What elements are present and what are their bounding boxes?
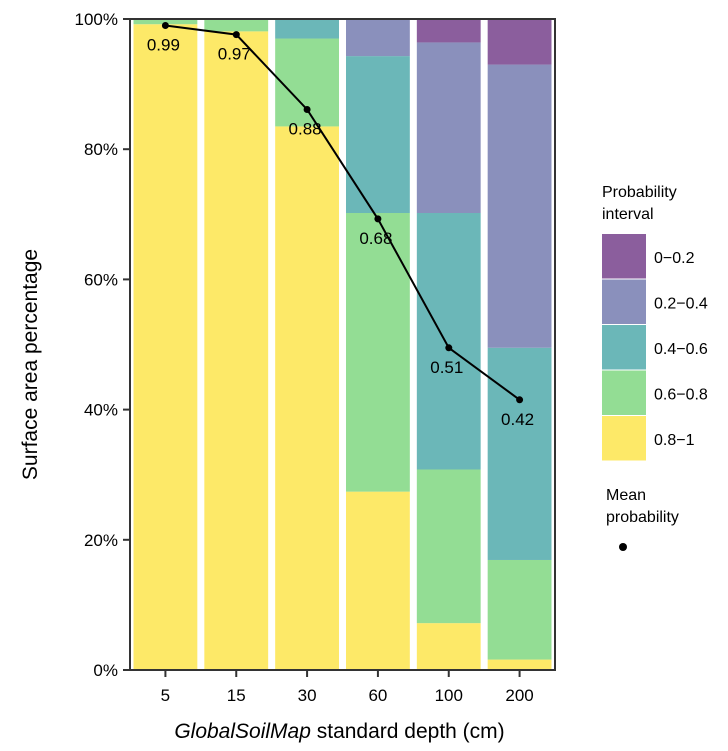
- bar-segment: [346, 56, 410, 213]
- bar-segment: [487, 19, 552, 65]
- legend-key-label: 0.4−0.6: [654, 341, 708, 358]
- bar-segment: [346, 491, 410, 670]
- bar-segment: [275, 19, 339, 39]
- x-tick-label: 100: [435, 686, 463, 705]
- bar-segment: [346, 19, 410, 57]
- bar-segment: [416, 469, 481, 624]
- legend-key-swatch: [602, 325, 646, 370]
- legend-key-swatch: [602, 416, 646, 461]
- mean-point: [374, 215, 382, 223]
- y-tick-label: 20%: [84, 531, 118, 550]
- legend-key-label: 0.2−0.4: [654, 295, 708, 312]
- legend-mean-point: [619, 543, 627, 551]
- mean-value-label: 0.88: [289, 120, 322, 139]
- bar-segment: [487, 559, 552, 660]
- mean-point: [161, 22, 169, 29]
- x-tick-label: 30: [298, 686, 317, 705]
- mean-value-label: 0.68: [359, 229, 392, 248]
- bar-segment: [275, 38, 339, 127]
- x-axis-title-italic: GlobalSoilMap: [174, 720, 311, 743]
- y-tick-label: 40%: [84, 401, 118, 420]
- legend: Probability interval 0−0.2 0.2−0.4 0.4−0.6 0.…: [602, 184, 708, 551]
- bar-segment: [487, 347, 552, 560]
- mean-line-layer: 0.99 0.97 0.88 0.68 0.51 0.42: [147, 22, 534, 429]
- bar-segment: [487, 659, 552, 670]
- x-tick-label: 200: [505, 686, 533, 705]
- mean-point: [303, 106, 311, 113]
- axis-layer: 0% 20% 40% 60% 80% 100% 5 15 30 60 100 200 Surface a…: [19, 10, 534, 743]
- bar-segment: [133, 19, 198, 25]
- y-tick-label: 60%: [84, 270, 118, 289]
- legend-key-label: 0.6−0.8: [654, 386, 708, 403]
- x-axis-title: GlobalSoilMap standard depth (cm): [174, 720, 504, 743]
- bar-segment: [133, 24, 198, 670]
- bar-segment: [346, 213, 410, 492]
- legend-title-line1: Probability: [602, 184, 677, 201]
- bar-segment: [204, 19, 269, 32]
- plot-frame: [129, 18, 556, 671]
- legend-key-swatch: [602, 234, 646, 279]
- legend-key-swatch: [602, 370, 646, 415]
- legend-mean-title-line1: Mean: [606, 487, 646, 504]
- legend-mean-title-line2: probability: [606, 509, 679, 526]
- legend-key-swatch: [602, 279, 646, 324]
- mean-probability-line: [165, 24, 521, 401]
- legend-key-label: 0.8−1: [654, 432, 695, 449]
- bar-segment: [275, 126, 339, 671]
- y-tick-label: 100%: [75, 10, 118, 29]
- mean-value-label: 0.51: [430, 358, 463, 377]
- y-axis-title: Surface area percentage: [19, 249, 42, 480]
- mean-point: [232, 31, 240, 39]
- bar-segment: [416, 623, 481, 670]
- x-tick-label: 15: [227, 686, 246, 705]
- bar-segment: [416, 213, 481, 470]
- x-tick-label: 5: [161, 686, 170, 705]
- legend-title-line2: interval: [602, 206, 654, 223]
- bar-segment: [204, 31, 269, 671]
- bar-segment: [416, 19, 481, 43]
- bar-segment: [487, 64, 552, 348]
- x-tick-label: 60: [368, 686, 387, 705]
- mean-point: [445, 344, 453, 352]
- mean-value-label: 0.99: [147, 36, 180, 55]
- bars-layer: [133, 19, 552, 671]
- x-axis-title-rest: standard depth (cm): [311, 720, 505, 743]
- mean-value-label: 0.42: [501, 410, 534, 429]
- mean-value-label: 0.97: [218, 45, 251, 64]
- legend-key-label: 0−0.2: [654, 250, 695, 267]
- mean-point: [516, 396, 524, 404]
- bar-segment: [416, 42, 481, 213]
- y-tick-label: 80%: [84, 140, 118, 159]
- y-tick-label: 0%: [93, 661, 118, 680]
